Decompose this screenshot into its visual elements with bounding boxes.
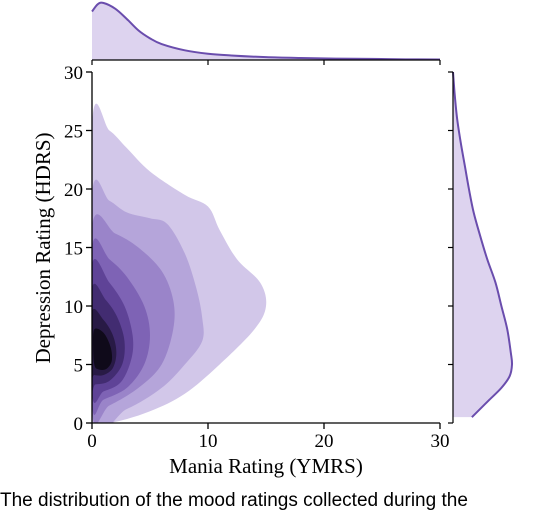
y-tick-label: 25	[64, 122, 83, 143]
x-axis-label: Mania Rating (YMRS)	[169, 454, 363, 478]
right-marginal-line	[452, 71, 514, 418]
top-marginal-fill	[92, 2, 440, 61]
density-contours	[92, 103, 267, 423]
y-tick-label: 5	[74, 356, 84, 377]
y-tick-label: 10	[64, 297, 83, 318]
x-tick-label: 30	[431, 431, 450, 452]
y-tick-label: 15	[64, 239, 83, 260]
joint-density-plot	[92, 103, 267, 423]
y-tick-label: 30	[64, 63, 83, 84]
density-level-8	[93, 328, 113, 371]
figure-caption: The distribution of the mood ratings col…	[0, 490, 468, 510]
y-tick-label: 0	[74, 414, 84, 435]
axes: 0 10 20 30 0 5 10 15 20 25 30	[64, 63, 450, 452]
y-axis-label: Depression Rating (HDRS)	[31, 133, 55, 364]
right-marginal-density	[448, 71, 514, 424]
x-tick-label: 10	[199, 431, 218, 452]
x-tick-label: 20	[315, 431, 334, 452]
y-tick-label: 20	[64, 180, 83, 201]
top-marginal-density	[91, 1, 441, 65]
top-marginal-line	[91, 1, 441, 61]
x-tick-label: 0	[87, 431, 97, 452]
